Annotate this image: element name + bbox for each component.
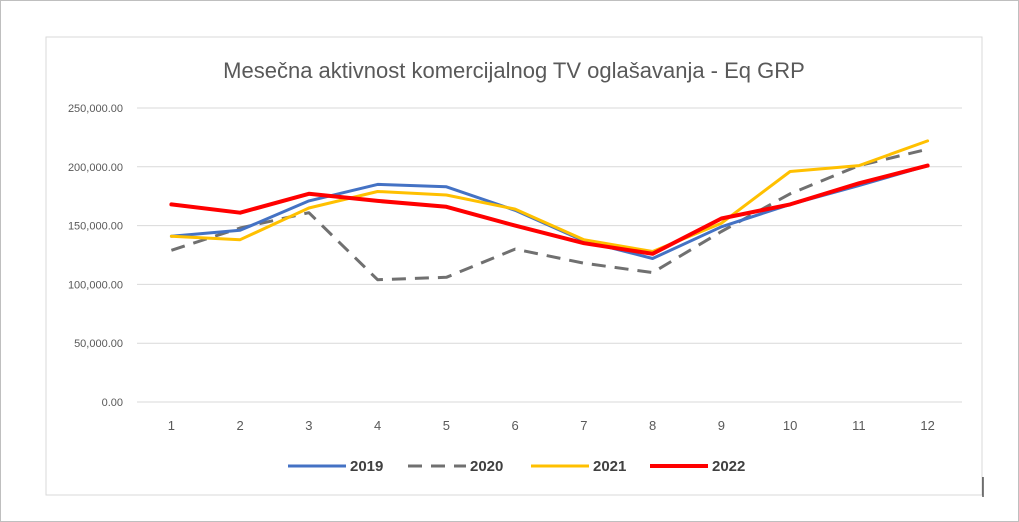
x-tick-label: 9	[718, 418, 725, 433]
x-axis-tick-labels: 1 2 3 4 5 6 7 8 9 10 11 12	[168, 418, 935, 433]
x-tick-label: 3	[305, 418, 312, 433]
x-tick-label: 7	[580, 418, 587, 433]
series-line-2021	[169, 139, 930, 253]
x-tick-label: 11	[852, 418, 866, 433]
series-lines	[169, 139, 930, 282]
series-line-2022	[169, 163, 930, 256]
x-tick-label: 4	[374, 418, 381, 433]
y-axis-tick-labels: 0.00 50,000.00 100,000.00 150,000.00 200,000…	[68, 103, 123, 409]
legend-label-2019: 2019	[350, 458, 383, 475]
legend-label-2020: 2020	[470, 458, 503, 475]
x-tick-label: 10	[783, 418, 797, 433]
y-tick-label: 150,000.00	[68, 221, 123, 233]
legend-label-2021: 2021	[593, 458, 626, 475]
legend-label-2022: 2022	[712, 458, 745, 475]
x-tick-label: 6	[512, 418, 519, 433]
y-tick-label: 0.00	[102, 397, 123, 409]
y-tick-label: 200,000.00	[68, 162, 123, 174]
legend: 2019 2020 2021 2022	[288, 458, 745, 475]
x-tick-label: 2	[237, 418, 244, 433]
x-tick-label: 5	[443, 418, 450, 433]
x-tick-label: 8	[649, 418, 656, 433]
y-tick-label: 250,000.00	[68, 103, 123, 115]
x-tick-label: 12	[920, 418, 934, 433]
chart-area	[45, 36, 983, 496]
x-tick-label: 1	[168, 418, 175, 433]
series-line-2020	[170, 147, 928, 282]
y-tick-label: 50,000.00	[74, 338, 123, 350]
y-tick-label: 100,000.00	[68, 279, 123, 291]
chart-title: Mesečna aktivnost komercijalnog TV oglaš…	[223, 58, 805, 83]
